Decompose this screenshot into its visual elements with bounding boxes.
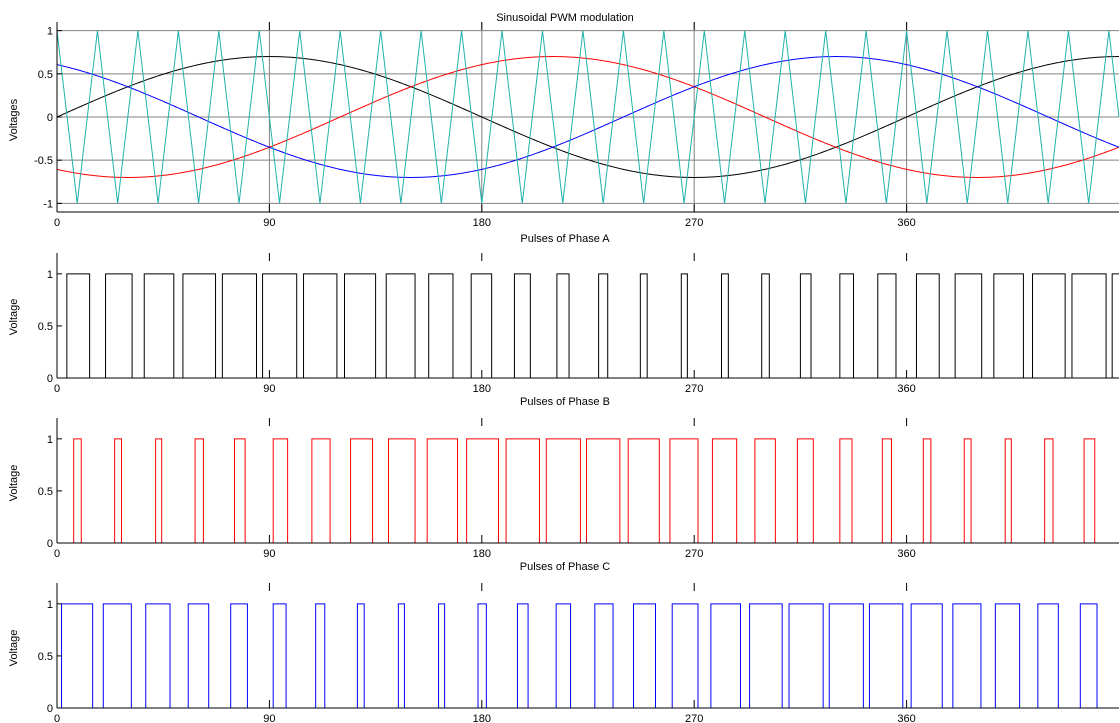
phase-c-xtick-label: 270: [685, 713, 703, 723]
modulation-series-carrier: [56, 30, 1120, 204]
phase-b-title: Pulses of Phase B: [520, 396, 610, 408]
phase-c-plot: 0 90 180 270 360 0 0.5 1: [38, 583, 1119, 723]
phase-b-xtick-label: 180: [473, 548, 491, 560]
modulation-ytick-label: -1: [43, 198, 53, 210]
modulation-xtick-label: 0: [54, 217, 60, 229]
modulation-xtick-label: 90: [263, 217, 275, 229]
phase-a-xtick-label: 90: [263, 383, 275, 395]
modulation-ylabel: Voltages: [8, 98, 20, 141]
phase-b-xtick-label: 270: [685, 548, 703, 560]
phase-a-xtick-label: 180: [473, 383, 491, 395]
phase-b-ytick-label: 0: [47, 538, 53, 550]
phase-c-xtick-label: 180: [473, 713, 491, 723]
phase-a-plot: 0 90 180 270 360 0 0.5 1: [38, 253, 1119, 395]
phase-c-xtick-label: 90: [263, 713, 275, 723]
phase-c-ylabel: Voltage: [8, 630, 20, 667]
phase-b-ylabel: Voltage: [8, 465, 20, 502]
modulation-xtick-label: 360: [897, 217, 915, 229]
phase-b-xtick-label: 90: [263, 548, 275, 560]
modulation-xtick-label: 270: [685, 217, 703, 229]
modulation-title: Sinusoidal PWM modulation: [496, 12, 634, 24]
modulation-panel: Sinusoidal PWM modulation Voltages 0 90 18…: [8, 12, 1120, 229]
phase-a-panel: Pulses of Phase A Voltage 0 90 180 270 36000…: [8, 233, 1119, 395]
phase-c-xtick-label: 360: [897, 713, 915, 723]
phase-b-ytick-label: 0.5: [38, 486, 53, 498]
phase-a-xtick-label: 360: [897, 383, 915, 395]
phase-a-title: Pulses of Phase A: [520, 233, 610, 245]
phase-b-plot: 0 90 180 270 360 0 0.5 1: [38, 418, 1119, 560]
modulation-series-reference-a: [56, 56, 1119, 178]
phase-a-series-pulses-a: [57, 273, 1119, 379]
phase-b-panel: Pulses of Phase B Voltage 0 90 180 270 36000…: [8, 396, 1119, 560]
modulation-plot: 0 90 180 270 360 -1 -0.5 0 0.5 1: [34, 22, 1120, 229]
phase-c-ytick-label: 0: [47, 703, 53, 715]
phase-c-title: Pulses of Phase C: [520, 561, 611, 573]
modulation-ytick-label: -0.5: [34, 155, 53, 167]
phase-c-ytick-label: 1: [47, 599, 53, 611]
phase-a-ytick-label: 0.5: [38, 321, 53, 333]
phase-a-xtick-label: 0: [54, 383, 60, 395]
phase-a-ytick-label: 1: [47, 269, 53, 281]
phase-b-xtick-label: 0: [54, 548, 60, 560]
phase-c-ytick-label: 0.5: [38, 651, 53, 663]
modulation-ytick-label: 0.5: [38, 69, 53, 81]
modulation-ytick-label: 1: [47, 26, 53, 38]
modulation-ytick-label: 0: [47, 112, 53, 124]
phase-b-xtick-label: 360: [897, 548, 915, 560]
phase-a-xtick-label: 270: [685, 383, 703, 395]
phase-c-panel: Pulses of Phase C Voltage 0 90 180 270 36000…: [8, 561, 1119, 723]
phase-a-ytick-label: 0: [47, 373, 53, 385]
phase-a-ylabel: Voltage: [8, 299, 20, 336]
phase-b-ytick-label: 1: [47, 434, 53, 446]
modulation-xtick-label: 180: [473, 217, 491, 229]
phase-c-xtick-label: 0: [54, 713, 60, 723]
